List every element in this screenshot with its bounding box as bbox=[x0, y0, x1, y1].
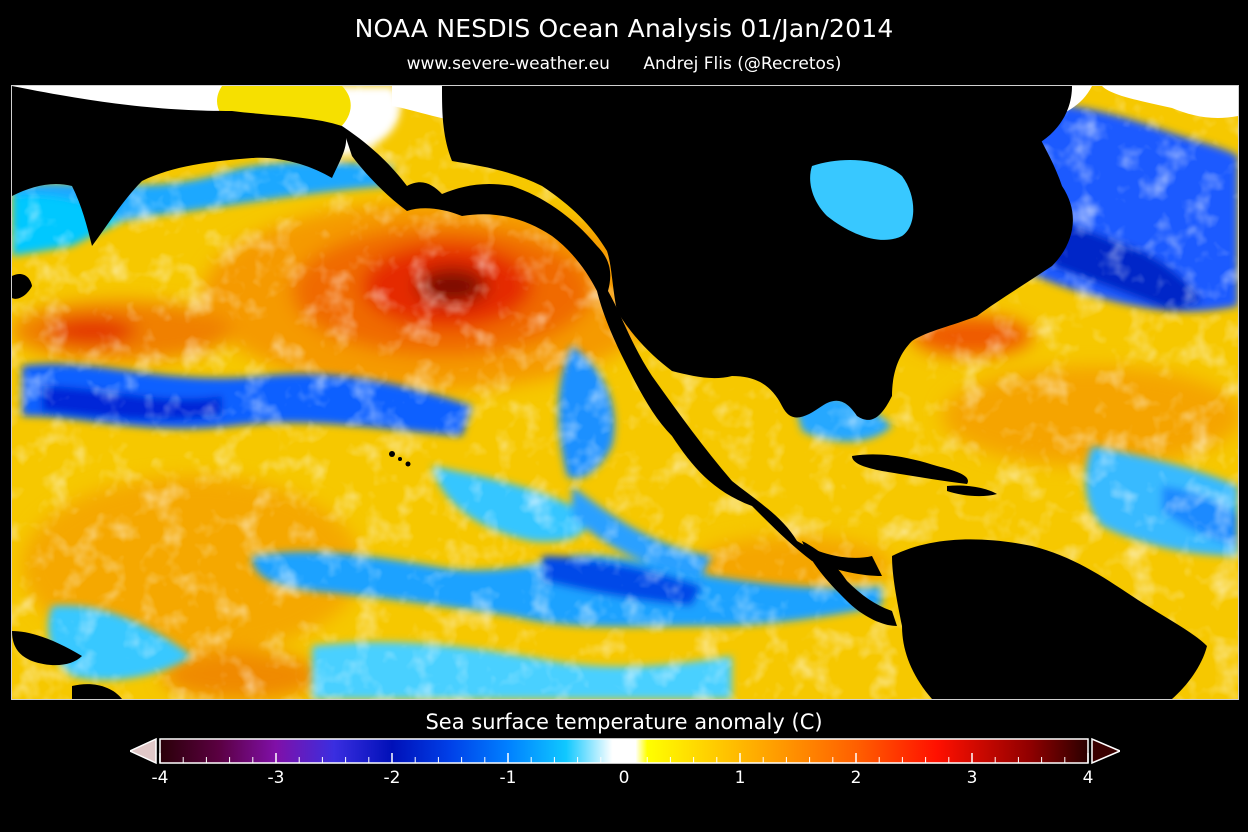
colorbar-scale bbox=[159, 738, 1089, 764]
colorbar-min-extend-arrow bbox=[130, 737, 157, 765]
colorbar bbox=[130, 737, 1120, 765]
colorbar-tick-label: 2 bbox=[850, 768, 862, 788]
colorbar-tick-label: -3 bbox=[267, 768, 285, 788]
website-credit: www.severe-weather.eu bbox=[406, 54, 610, 74]
map-title: NOAA NESDIS Ocean Analysis 01/Jan/2014 bbox=[354, 14, 894, 43]
colorbar-tick-label: -2 bbox=[383, 768, 401, 788]
colorbar-tick-label: -1 bbox=[499, 768, 517, 788]
author-credit: Andrej Flis (@Recretos) bbox=[643, 54, 842, 74]
land bbox=[12, 86, 1238, 699]
colorbar-tick-label: 3 bbox=[966, 768, 978, 788]
map-subtitle: www.severe-weather.eu Andrej Flis (@Recr… bbox=[0, 54, 1248, 74]
colorbar-tick-marks bbox=[159, 753, 1089, 763]
colorbar-tick-labels: -4 -3 -2 -1 0 1 2 3 4 bbox=[0, 768, 1248, 792]
colorbar-title: Sea surface temperature anomaly (C) bbox=[425, 710, 823, 734]
sst-anomaly-map bbox=[11, 85, 1239, 700]
colorbar-max-extend-arrow bbox=[1091, 737, 1120, 765]
colorbar-tick-label: 4 bbox=[1082, 768, 1094, 788]
colorbar-tick-label: 0 bbox=[618, 768, 630, 788]
map-canvas bbox=[12, 86, 1238, 699]
colorbar-tick-label: -4 bbox=[151, 768, 169, 788]
colorbar-tick-label: 1 bbox=[734, 768, 746, 788]
